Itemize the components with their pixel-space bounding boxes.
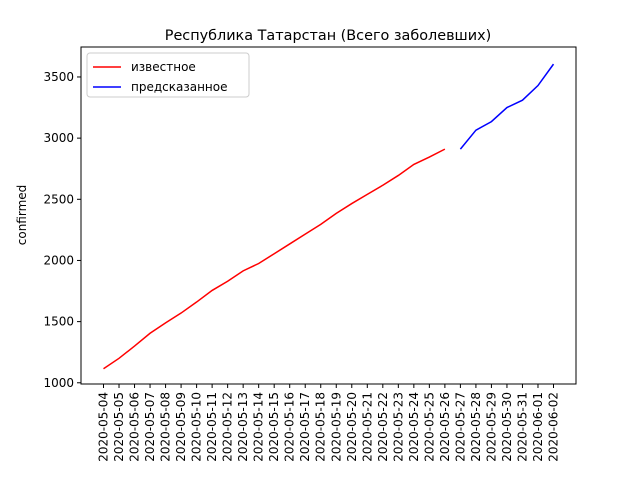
plot-frame	[80, 46, 577, 385]
x-tick-label: 2020-05-31	[515, 392, 529, 462]
y-tick-label: 2000	[43, 253, 74, 267]
line-series	[459, 63, 555, 150]
x-tick-label: 2020-05-07	[143, 392, 157, 462]
y-tick-label: 3500	[43, 70, 74, 84]
x-tick-label: 2020-05-08	[159, 392, 173, 462]
x-tick-label: 2020-05-19	[329, 392, 343, 462]
y-tick-label: 3000	[43, 131, 74, 145]
chart-title: Республика Татарстан (Всего заболевших)	[165, 28, 491, 44]
x-tick-label: 2020-05-23	[391, 392, 405, 462]
x-tick-label: 2020-05-11	[205, 392, 219, 462]
y-axis-label: confirmed	[15, 185, 29, 246]
y-tick-label: 1000	[43, 376, 74, 390]
x-tick-label: 2020-05-04	[97, 392, 111, 462]
x-tick-label: 2020-05-21	[360, 392, 374, 462]
x-tick-label: 2020-05-27	[453, 392, 467, 462]
line-series	[103, 148, 446, 370]
legend-label: предсказанное	[131, 80, 228, 94]
x-tick-label: 2020-05-09	[174, 392, 188, 462]
x-tick-label: 2020-05-13	[236, 392, 250, 462]
x-tick-label: 2020-05-22	[376, 392, 390, 462]
x-tick-label: 2020-05-06	[128, 392, 142, 462]
x-tick-label: 2020-06-02	[547, 392, 561, 462]
x-tick-label: 2020-05-24	[407, 392, 421, 462]
x-tick-label: 2020-05-05	[112, 392, 126, 462]
y-tick-label: 1500	[43, 315, 74, 329]
x-tick-label: 2020-05-28	[469, 392, 483, 462]
x-tick-label: 2020-05-14	[252, 392, 266, 462]
x-tick-label: 2020-05-20	[345, 392, 359, 462]
legend-label: известное	[131, 60, 196, 74]
x-tick-label: 2020-05-25	[422, 392, 436, 462]
x-tick-label: 2020-05-10	[190, 392, 204, 462]
x-tick-label: 2020-06-01	[531, 392, 545, 462]
y-tick-label: 2500	[43, 192, 74, 206]
x-tick-label: 2020-05-15	[267, 392, 281, 462]
legend-box	[86, 52, 250, 98]
x-tick-label: 2020-05-12	[221, 392, 235, 462]
x-tick-label: 2020-05-16	[283, 392, 297, 462]
x-tick-label: 2020-05-17	[298, 392, 312, 462]
x-tick-label: 2020-05-18	[314, 392, 328, 462]
x-tick-label: 2020-05-26	[438, 392, 452, 462]
x-tick-label: 2020-05-29	[484, 392, 498, 462]
x-tick-label: 2020-05-30	[500, 392, 514, 462]
